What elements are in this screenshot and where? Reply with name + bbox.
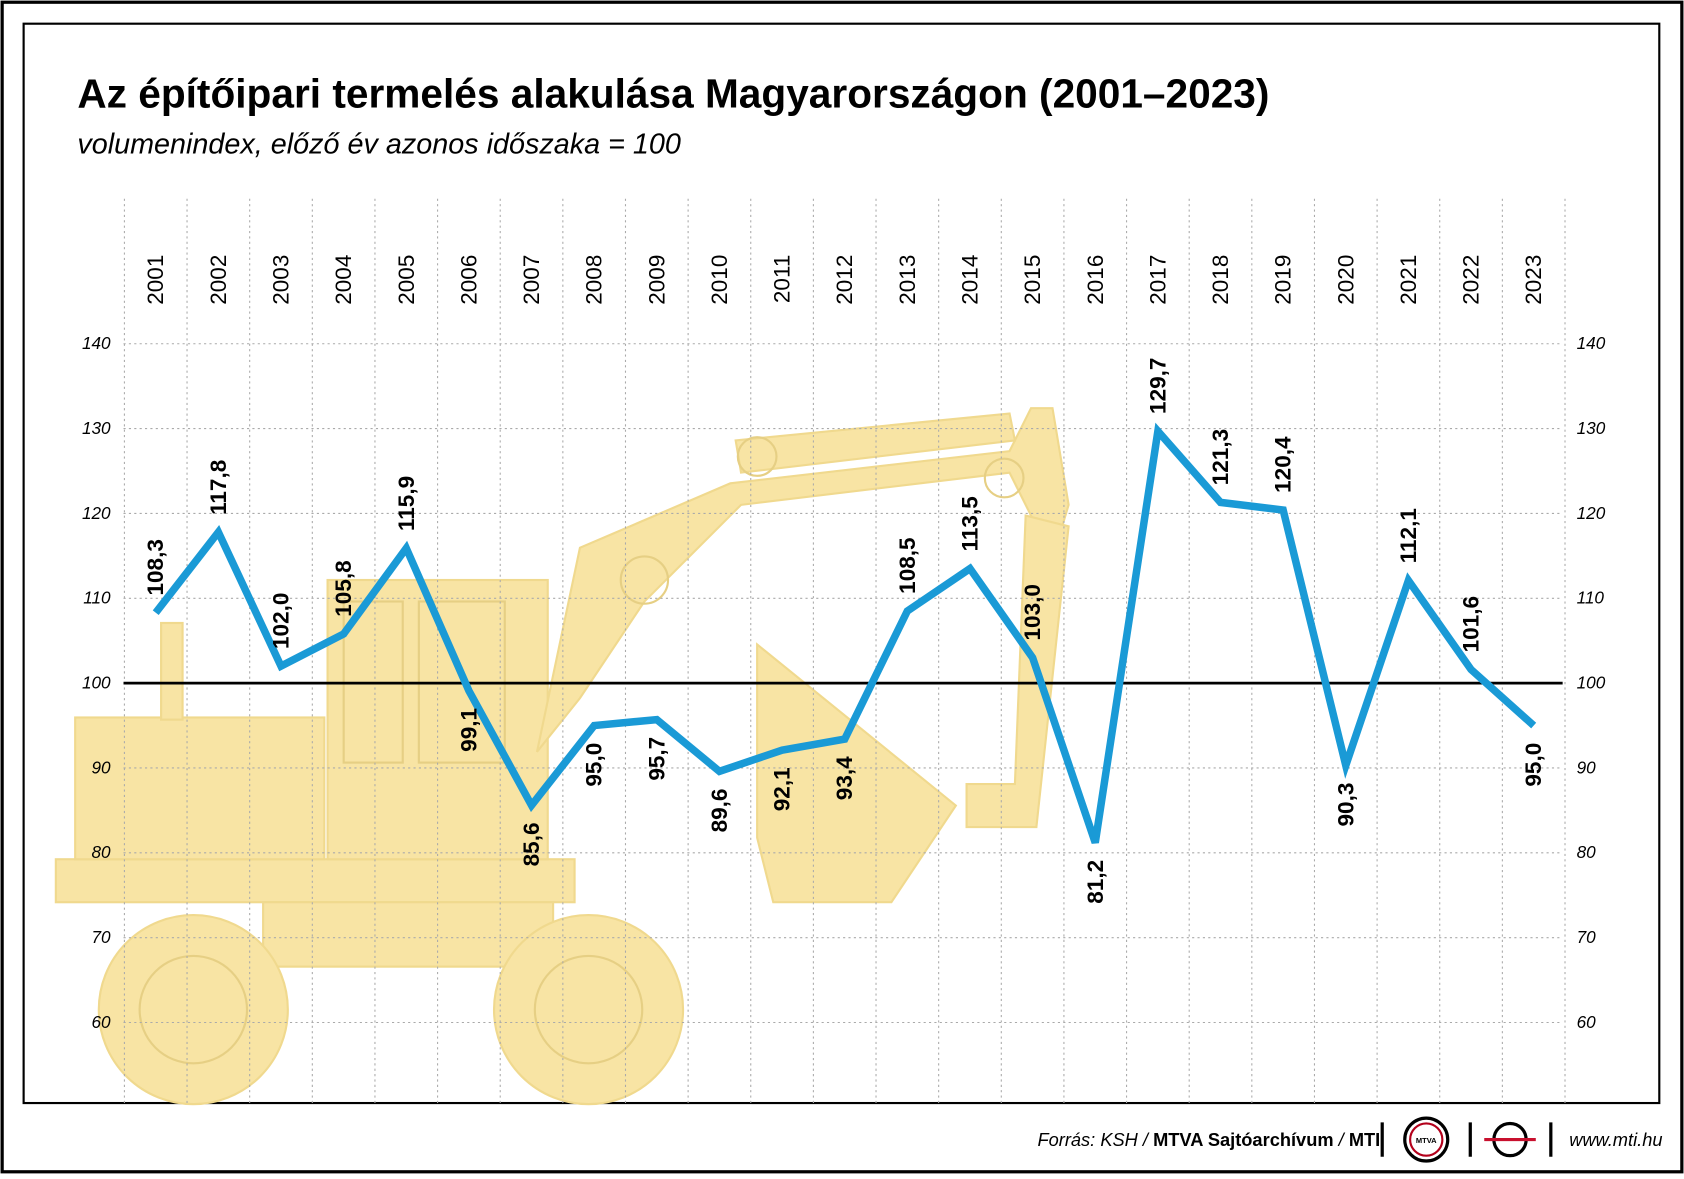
- x-tick-label: 2006: [456, 255, 481, 305]
- value-label: 129,7: [1145, 358, 1170, 414]
- value-label: 103,0: [1020, 584, 1045, 640]
- x-tick-label: 2005: [394, 255, 419, 305]
- y2-tick-label: 70: [1577, 927, 1597, 947]
- x-tick-label: 2017: [1145, 255, 1170, 305]
- value-label: 115,9: [394, 476, 419, 531]
- logos: MTVA www.mti.hu: [1380, 1116, 1663, 1163]
- data-line: [152, 422, 1537, 844]
- value-label: 90,3: [1333, 783, 1358, 827]
- x-tick-label: 2022: [1459, 255, 1484, 305]
- x-tick-label: 2019: [1271, 255, 1296, 305]
- value-label: 105,8: [331, 560, 356, 616]
- source-part: Forrás: KSH /: [1037, 1129, 1149, 1150]
- value-label: 99,1: [456, 708, 481, 752]
- value-label: 108,5: [895, 537, 920, 593]
- x-tick-label: 2015: [1020, 255, 1045, 305]
- x-tick-label: 2011: [770, 255, 795, 303]
- value-label: 95,0: [582, 743, 607, 787]
- logo: [1409, 1122, 1444, 1157]
- y-tick-label: 90: [92, 757, 112, 777]
- value-label: 89,6: [707, 789, 732, 833]
- x-tick-label: 2020: [1333, 255, 1358, 305]
- y2-tick-label: 120: [1577, 503, 1606, 523]
- value-label: 121,3: [1208, 429, 1233, 485]
- x-tick-label: 2004: [331, 255, 356, 305]
- x-tick-label: 2009: [644, 255, 669, 305]
- x-tick-label: 2018: [1208, 255, 1233, 305]
- x-tick-label: 2010: [707, 255, 732, 305]
- x-tick-label: 2021: [1396, 255, 1421, 305]
- value-label: 85,6: [519, 822, 544, 866]
- value-label: 93,4: [832, 756, 857, 800]
- x-tick-label: 2016: [1083, 255, 1108, 305]
- x-tick-label: 2003: [269, 255, 294, 305]
- source-part: MTI: [1349, 1129, 1380, 1150]
- x-tick-label: 2007: [519, 255, 544, 305]
- chart-subtitle: volumenindex, előző év azonos időszaka =…: [77, 129, 681, 161]
- source-part: /: [1337, 1129, 1346, 1150]
- y-tick-label: 70: [92, 927, 112, 947]
- x-tick-label: 2023: [1521, 255, 1546, 305]
- value-label: 95,7: [644, 737, 669, 781]
- source-part: MTVA Sajtóarchívum: [1153, 1129, 1334, 1150]
- value-label: 113,5: [957, 496, 982, 551]
- y2-tick-label: 110: [1577, 588, 1605, 608]
- value-label: 112,1: [1396, 508, 1421, 563]
- y-tick-label: 60: [92, 1012, 112, 1032]
- y-tick-label: 100: [82, 672, 111, 692]
- value-label: 102,0: [269, 593, 294, 649]
- value-label: 120,4: [1271, 436, 1296, 493]
- y2-tick-label: 90: [1577, 757, 1597, 777]
- y-tick-label: 110: [83, 588, 111, 608]
- value-label: 108,3: [143, 539, 168, 595]
- y-tick-label: 130: [82, 418, 111, 438]
- value-label: 101,6: [1459, 596, 1484, 652]
- x-tick-label: 2002: [206, 255, 231, 305]
- website: www.mti.hu: [1569, 1129, 1662, 1150]
- value-label: 117,8: [206, 460, 231, 515]
- logo: [1403, 1116, 1450, 1163]
- y2-tick-label: 140: [1577, 333, 1606, 353]
- y-tick-label: 80: [92, 842, 112, 862]
- x-tick-label: 2012: [832, 255, 857, 305]
- y2-tick-label: 100: [1577, 672, 1606, 692]
- y-tick-label: 120: [82, 503, 111, 523]
- value-label: 92,1: [770, 767, 795, 811]
- x-tick-label: 2014: [957, 255, 982, 305]
- x-tick-label: 2001: [143, 255, 168, 305]
- excavator-detail: [138, 436, 1025, 1065]
- logo-text: MTVA: [1416, 1136, 1437, 1145]
- value-label: 95,0: [1521, 743, 1546, 787]
- value-label: 81,2: [1083, 860, 1108, 904]
- source: Forrás: KSH / MTVA Sajtóarchívum / MTI: [1037, 1129, 1380, 1150]
- x-tick-label: 2008: [582, 255, 607, 305]
- y2-tick-label: 60: [1577, 1012, 1597, 1032]
- y2-tick-label: 80: [1577, 842, 1597, 862]
- chart-title: Az építőipari termelés alakulása Magyaro…: [77, 70, 1269, 116]
- y2-tick-label: 130: [1577, 418, 1606, 438]
- x-tick-label: 2013: [895, 255, 920, 305]
- y-tick-label: 140: [82, 333, 111, 353]
